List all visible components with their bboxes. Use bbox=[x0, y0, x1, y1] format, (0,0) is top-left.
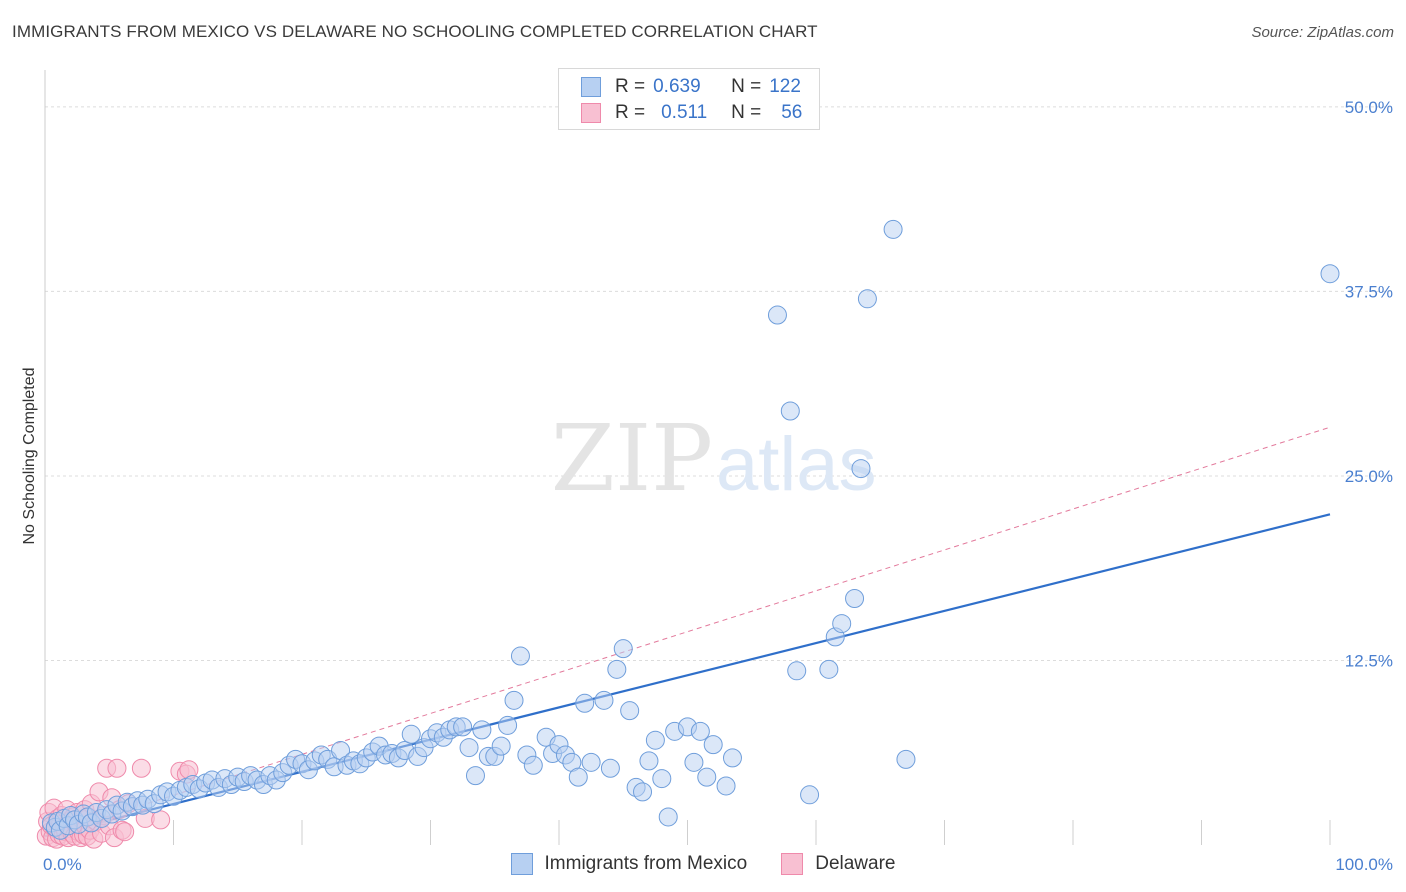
legend-n-label: N = bbox=[731, 76, 762, 97]
mexico-point bbox=[594, 690, 614, 710]
mexico-point bbox=[472, 720, 492, 740]
legend-r-value: 0.639 bbox=[653, 76, 701, 97]
mexico-point bbox=[453, 717, 473, 737]
mexico-point bbox=[883, 219, 903, 239]
delaware-legend-swatch bbox=[781, 853, 804, 875]
mexico-point bbox=[523, 755, 543, 775]
y-tick-label: 12.5% bbox=[1345, 651, 1393, 670]
mexico-point bbox=[697, 767, 717, 787]
series-legend: Immigrants from Mexico Delaware bbox=[0, 850, 1406, 878]
y-tick-label: 37.5% bbox=[1345, 282, 1393, 301]
axes: 12.5% 25.0% 37.5% 50.0% 0.0% 100.0% bbox=[43, 70, 1393, 874]
mexico-point bbox=[401, 724, 421, 744]
legend-n-value: 56 bbox=[781, 102, 803, 123]
mexico-point bbox=[459, 738, 479, 758]
mexico-point bbox=[780, 401, 800, 421]
chart-title: IMMIGRANTS FROM MEXICO VS DELAWARE NO SC… bbox=[12, 22, 818, 41]
mexico-point bbox=[684, 752, 704, 772]
mexico-point bbox=[722, 748, 742, 768]
mexico-point bbox=[639, 751, 659, 771]
x-tick-label: 100.0% bbox=[1335, 855, 1393, 874]
mexico-point bbox=[896, 749, 916, 769]
watermark-atlas: atlas bbox=[716, 422, 877, 507]
mexico-point bbox=[845, 588, 865, 608]
mexico-point bbox=[857, 289, 877, 309]
x-tick-label: 0.0% bbox=[43, 855, 82, 874]
mexico-point bbox=[581, 752, 601, 772]
legend-label-delaware: Delaware bbox=[815, 853, 896, 874]
y-tick-label: 25.0% bbox=[1345, 467, 1393, 486]
legend-n-value: 122 bbox=[769, 76, 801, 97]
legend-label-mexico: Immigrants from Mexico bbox=[544, 853, 748, 874]
legend-r-label: R = bbox=[615, 102, 646, 123]
mexico-point bbox=[607, 659, 627, 679]
mexico-point bbox=[851, 459, 871, 479]
mexico-point bbox=[633, 782, 653, 802]
mexico-point bbox=[613, 639, 633, 659]
mexico-point bbox=[832, 614, 852, 634]
mexico-point bbox=[658, 807, 678, 827]
y-tick-label: 50.0% bbox=[1345, 98, 1393, 117]
mexico-point bbox=[819, 659, 839, 679]
mexico-points bbox=[41, 219, 1340, 840]
mexico-point bbox=[491, 736, 511, 756]
mexico-point bbox=[1320, 264, 1340, 284]
mexico-legend-swatch bbox=[510, 853, 533, 875]
watermark-zip: ZIP bbox=[551, 405, 713, 512]
mexico-point bbox=[787, 661, 807, 681]
source-label: Source: ZipAtlas.com bbox=[1251, 24, 1394, 41]
delaware-point bbox=[115, 822, 135, 842]
mexico-point bbox=[800, 785, 820, 805]
delaware-point bbox=[107, 758, 127, 778]
mexico-point bbox=[652, 769, 672, 789]
mexico-point bbox=[575, 693, 595, 713]
mexico-point bbox=[716, 776, 736, 796]
grid bbox=[45, 106, 1392, 661]
stats-legend: R = 0.639 N = 122 R = 0.511 N = 56 bbox=[558, 68, 820, 130]
mexico-swatch bbox=[581, 77, 601, 97]
mexico-point bbox=[510, 646, 530, 666]
mexico-point bbox=[703, 735, 723, 755]
mexico-point bbox=[600, 758, 620, 778]
mexico-point bbox=[690, 721, 710, 741]
y-axis-label: No Schooling Completed bbox=[21, 368, 38, 545]
delaware-swatch bbox=[581, 103, 601, 123]
mexico-point bbox=[498, 715, 518, 735]
legend-r-label: R = bbox=[615, 76, 646, 97]
mexico-point bbox=[767, 305, 787, 325]
legend-row-delaware: R = 0.511 N = 56 bbox=[581, 101, 802, 125]
legend-r-value: 0.511 bbox=[661, 102, 708, 123]
delaware-point bbox=[131, 758, 151, 778]
legend-item-mexico: Immigrants from Mexico bbox=[510, 853, 748, 875]
mexico-point bbox=[465, 766, 485, 786]
mexico-point bbox=[568, 767, 588, 787]
mexico-point bbox=[645, 730, 665, 750]
mexico-point bbox=[504, 690, 524, 710]
legend-item-delaware: Delaware bbox=[781, 853, 895, 875]
delaware-point bbox=[151, 810, 171, 830]
legend-n-label: N = bbox=[731, 102, 762, 123]
legend-row-mexico: R = 0.639 N = 122 bbox=[581, 75, 801, 99]
watermark: ZIP atlas bbox=[551, 405, 877, 512]
mexico-point bbox=[620, 701, 640, 721]
